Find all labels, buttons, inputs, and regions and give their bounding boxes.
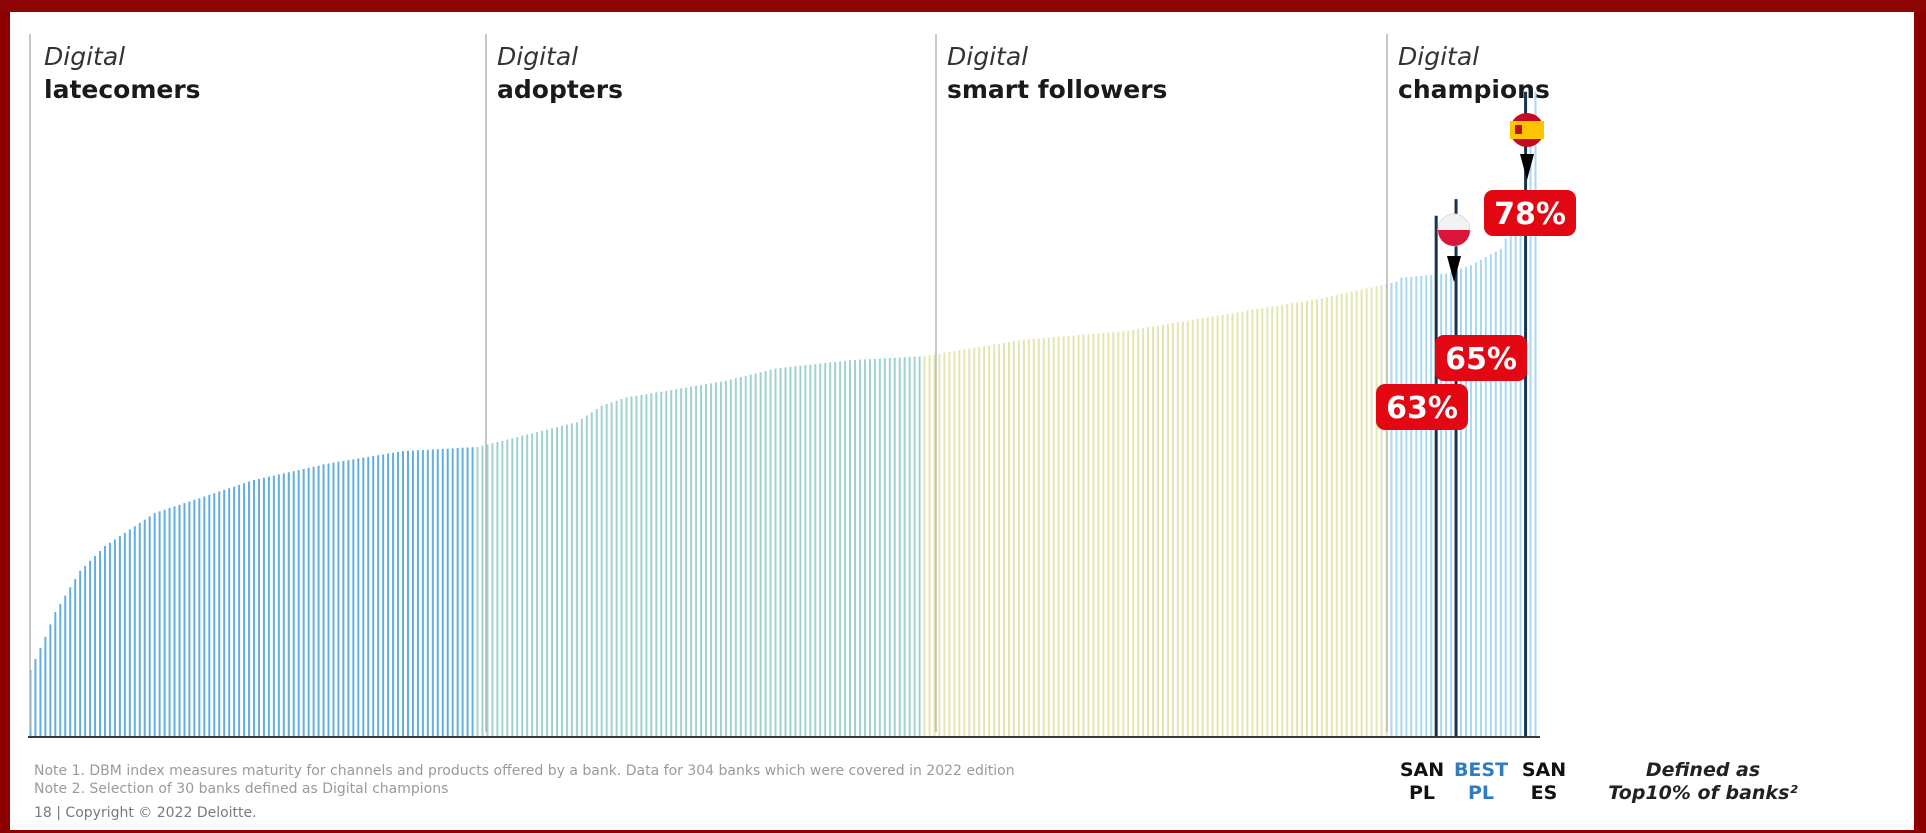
footer-copyright: 18 | Copyright © 2022 Deloitte. bbox=[34, 805, 257, 821]
dbm-index-chart: Digital latecomers Digital adopters Digi… bbox=[28, 34, 1798, 821]
definition-line2: Top10% of banks² bbox=[1608, 782, 1798, 804]
segment-smart-followers-italic: Digital bbox=[947, 42, 1028, 71]
flag-spain-icon bbox=[1510, 113, 1544, 147]
label-san-pl-line2: PL bbox=[1409, 782, 1435, 804]
markers-group: 63% 65% 78% bbox=[1376, 91, 1576, 736]
callout-label-1: 65% bbox=[1445, 342, 1517, 377]
callout-box-0 bbox=[1376, 384, 1468, 430]
pointer-poland-icon bbox=[1447, 256, 1461, 282]
definition-line1: Defined as bbox=[1646, 759, 1760, 781]
flag-poland-icon bbox=[1437, 213, 1471, 247]
label-san-pl-line1: SAN bbox=[1400, 759, 1444, 781]
label-best-pl-line2: PL bbox=[1468, 782, 1494, 804]
segment-champions-italic: Digital bbox=[1398, 42, 1479, 71]
note-2: Note 2. Selection of 30 banks defined as… bbox=[34, 781, 448, 797]
callout-box-2 bbox=[1484, 190, 1576, 236]
callout-label-2: 78% bbox=[1494, 197, 1566, 232]
top-strip bbox=[0, 0, 1926, 12]
bars-group bbox=[29, 91, 1537, 736]
pointer-spain-icon bbox=[1520, 154, 1534, 180]
label-san-es-line2: ES bbox=[1531, 782, 1558, 804]
segment-latecomers-italic: Digital bbox=[44, 42, 125, 71]
note-1: Note 1. DBM index measures maturity for … bbox=[34, 763, 1015, 779]
label-san-es-line1: SAN bbox=[1522, 759, 1566, 781]
slide: Digital latecomers Digital adopters Digi… bbox=[10, 12, 1914, 830]
segment-adopters-italic: Digital bbox=[497, 42, 578, 71]
callout-box-1 bbox=[1435, 335, 1527, 381]
segment-adopters-title: adopters bbox=[497, 75, 623, 104]
segment-smart-followers-title: smart followers bbox=[947, 75, 1167, 104]
segment-latecomers-title: latecomers bbox=[44, 75, 201, 104]
label-best-pl-line1: BEST bbox=[1454, 759, 1508, 781]
callout-label-0: 63% bbox=[1386, 391, 1458, 426]
